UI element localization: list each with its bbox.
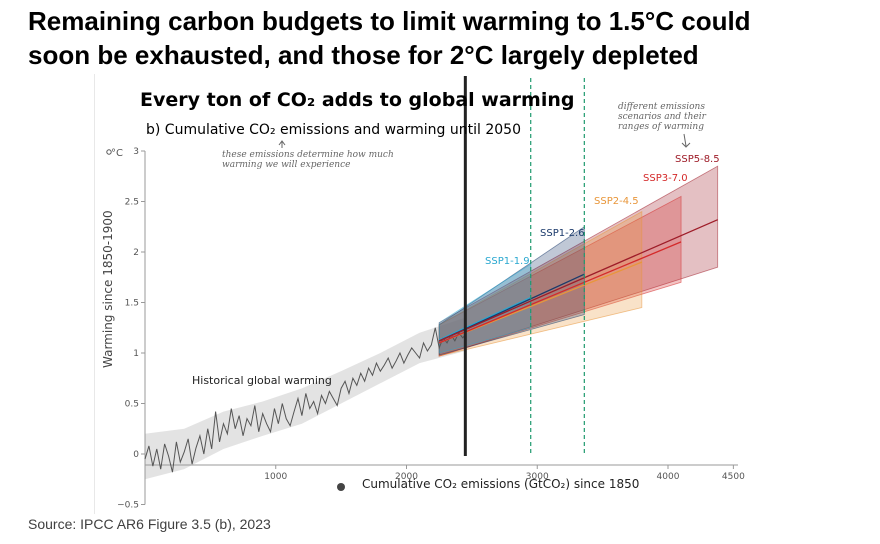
chart-labels: Every ton of CO₂ adds to global warming … bbox=[101, 89, 706, 491]
historical-label-text: Historical global warming bbox=[192, 374, 332, 387]
chart-title: Every ton of CO₂ adds to global warming bbox=[140, 89, 574, 111]
x-tick-label: 3000 bbox=[526, 472, 549, 482]
historical-line bbox=[144, 327, 466, 473]
uncertainty-bands bbox=[145, 165, 719, 480]
axes: −0.5 0 0.5 1 1.5 2 2.5 3 1000 2000 3000 4000 4500 bbox=[106, 147, 745, 511]
line-ssp3-7-0 bbox=[438, 241, 682, 344]
scenarios-note-text: different emissions scenarios and their … bbox=[618, 102, 706, 132]
label-ssp5-8-5: SSP5-8.5 bbox=[675, 154, 720, 165]
x-tick-label: 4000 bbox=[657, 472, 680, 482]
y-axis-label: Warming since 1850-1900 bbox=[101, 210, 115, 368]
y-axis-unit: °C bbox=[111, 148, 123, 159]
scenarios-note: different emissions scenarios and their … bbox=[618, 102, 706, 132]
headline-line-1: Remaining carbon budgets to limit warmin… bbox=[28, 6, 751, 36]
label-ssp3-7-0: SSP3-7.0 bbox=[643, 173, 688, 184]
label-ssp1-1-9: SSP1-1.9 bbox=[485, 256, 530, 267]
y-tick-label: 1.5 bbox=[125, 299, 139, 309]
headline-line-2: soon be exhausted, and those for 2°C lar… bbox=[28, 40, 699, 70]
thermometer-icon bbox=[106, 149, 112, 155]
y-tick-label: −0.5 bbox=[117, 501, 139, 511]
band-ssp1-1-9 bbox=[438, 263, 532, 354]
historical-label: Historical global warming bbox=[192, 374, 332, 387]
line-ssp1-1-9 bbox=[438, 296, 531, 341]
headline: Remaining carbon budgets to limit warmin… bbox=[28, 4, 868, 72]
y-tick-label: 3 bbox=[133, 147, 139, 157]
label-ssp1-2-6: SSP1-2.6 bbox=[540, 228, 585, 239]
y-tick-label: 2.5 bbox=[125, 198, 139, 208]
co2-icon bbox=[337, 483, 345, 491]
label-ssp2-4-5: SSP2-4.5 bbox=[594, 196, 639, 207]
data-lines: SSP1-1.9 SSP1-2.6 SSP2-4.5 SSP3-7.0 SSP5-8.5 bbox=[144, 76, 720, 473]
y-tick-label: 1 bbox=[133, 349, 139, 359]
y-tick-label: 0.5 bbox=[125, 400, 139, 410]
line-ssp5-8-5 bbox=[438, 219, 718, 342]
y-tick-label: 0 bbox=[133, 450, 139, 460]
chart-subtitle: b) Cumulative CO₂ emissions and warming … bbox=[146, 122, 521, 138]
x-tick-label: 1000 bbox=[264, 472, 287, 482]
emissions-note-text: these emissions determine how much warmi… bbox=[222, 150, 394, 170]
panel-divider bbox=[94, 74, 95, 514]
emissions-note-arrow bbox=[278, 140, 286, 148]
emissions-note: these emissions determine how much warmi… bbox=[222, 150, 394, 170]
scenarios-note-arrow bbox=[681, 133, 691, 148]
x-tick-label: 4500 bbox=[722, 472, 745, 482]
x-axis-label: Cumulative CO₂ emissions (GtCO₂) since 1… bbox=[362, 477, 639, 491]
source-note: Source: IPCC AR6 Figure 3.5 (b), 2023 bbox=[28, 516, 271, 532]
y-tick-label: 2 bbox=[133, 248, 139, 258]
x-tick-label: 2000 bbox=[395, 472, 418, 482]
